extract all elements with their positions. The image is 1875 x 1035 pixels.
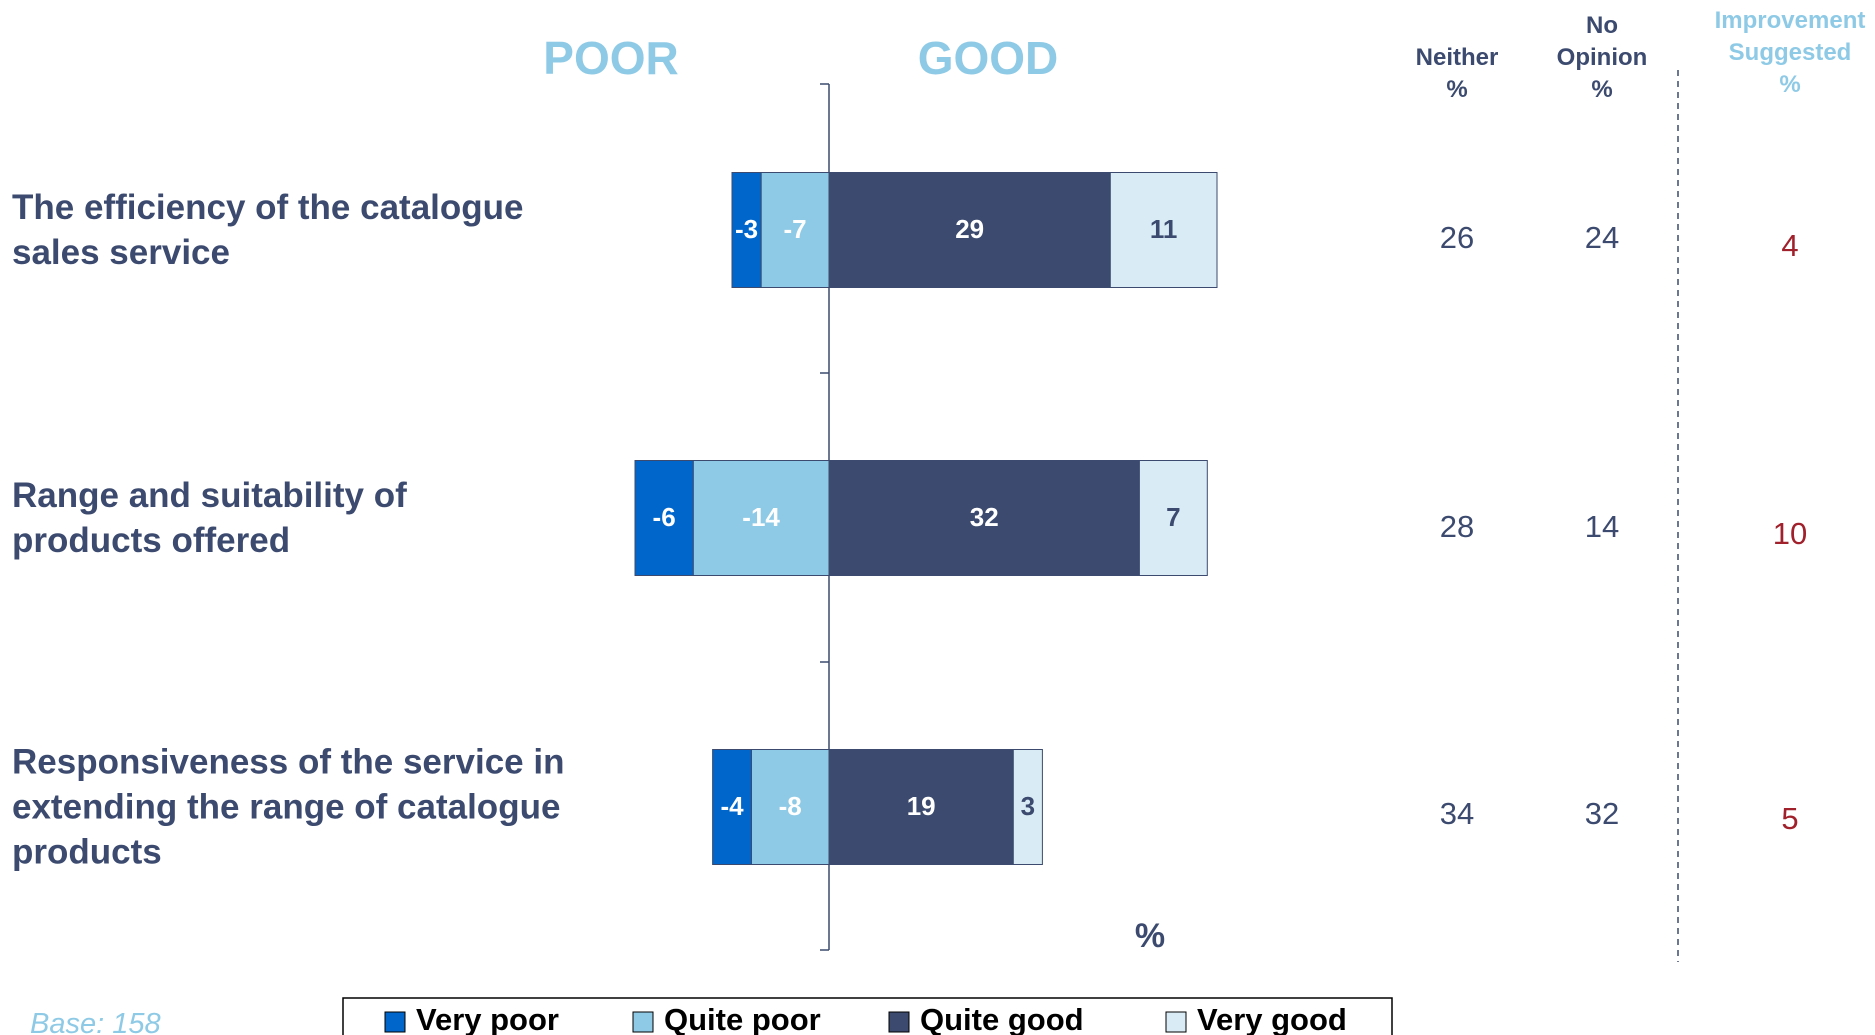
category-label: Range and suitability of products offere… (12, 476, 407, 560)
poor-heading: POOR (543, 32, 678, 84)
bar-segment (760, 172, 830, 288)
legend-swatch (384, 1011, 406, 1033)
data-label: 19 (907, 791, 936, 821)
column-value: 26 (1440, 220, 1474, 255)
bar-segment (1012, 749, 1043, 865)
data-label: -4 (720, 791, 744, 821)
legend-label: Very poor (416, 1002, 559, 1035)
bar-segment (731, 172, 762, 288)
bar-segment (750, 749, 830, 865)
column-value: 24 (1585, 220, 1619, 255)
bar-segment (828, 749, 1014, 865)
data-label: 29 (955, 214, 984, 244)
legend-label: Quite good (920, 1002, 1084, 1035)
bar-segment (712, 749, 752, 865)
data-label: 11 (1150, 214, 1178, 244)
data-label: -6 (653, 502, 676, 532)
legend-swatch (632, 1011, 654, 1033)
column-header: Improvement Suggested % (1714, 7, 1866, 98)
column-value: 10 (1773, 516, 1807, 551)
column-value: 5 (1781, 801, 1798, 836)
column-value: 32 (1585, 796, 1619, 831)
bar-segment (692, 460, 830, 576)
category-label: Responsiveness of the service in extendi… (12, 742, 565, 872)
bar-segment (634, 460, 694, 576)
column-value: 34 (1440, 796, 1474, 831)
column-header: No Opinion % (1556, 12, 1648, 103)
column-value: 4 (1781, 228, 1798, 263)
column-value: 28 (1440, 509, 1474, 544)
column-value: 14 (1585, 509, 1619, 544)
footnote: Base: 158 (30, 1008, 161, 1035)
bar-segment (1138, 460, 1208, 576)
legend-swatch (1165, 1011, 1187, 1033)
data-label: 7 (1166, 502, 1180, 532)
legend-label: Quite poor (664, 1002, 821, 1035)
data-label: -3 (735, 214, 758, 244)
legend-label: Very good (1197, 1002, 1347, 1035)
data-label: 3 (1021, 791, 1035, 821)
axis-unit: % (1135, 917, 1165, 955)
good-heading: GOOD (918, 32, 1059, 84)
data-label: -7 (783, 214, 806, 244)
column-header: Neither % (1415, 44, 1499, 103)
legend-box (342, 997, 1393, 1035)
legend-swatch (888, 1011, 910, 1033)
data-label: 32 (970, 502, 999, 532)
bar-segment (828, 172, 1111, 288)
bar-segment (828, 460, 1140, 576)
bar-segment (1109, 172, 1218, 288)
category-label: The efficiency of the catalogue sales se… (12, 188, 524, 272)
data-label: -8 (779, 791, 802, 821)
data-label: -14 (742, 502, 780, 532)
